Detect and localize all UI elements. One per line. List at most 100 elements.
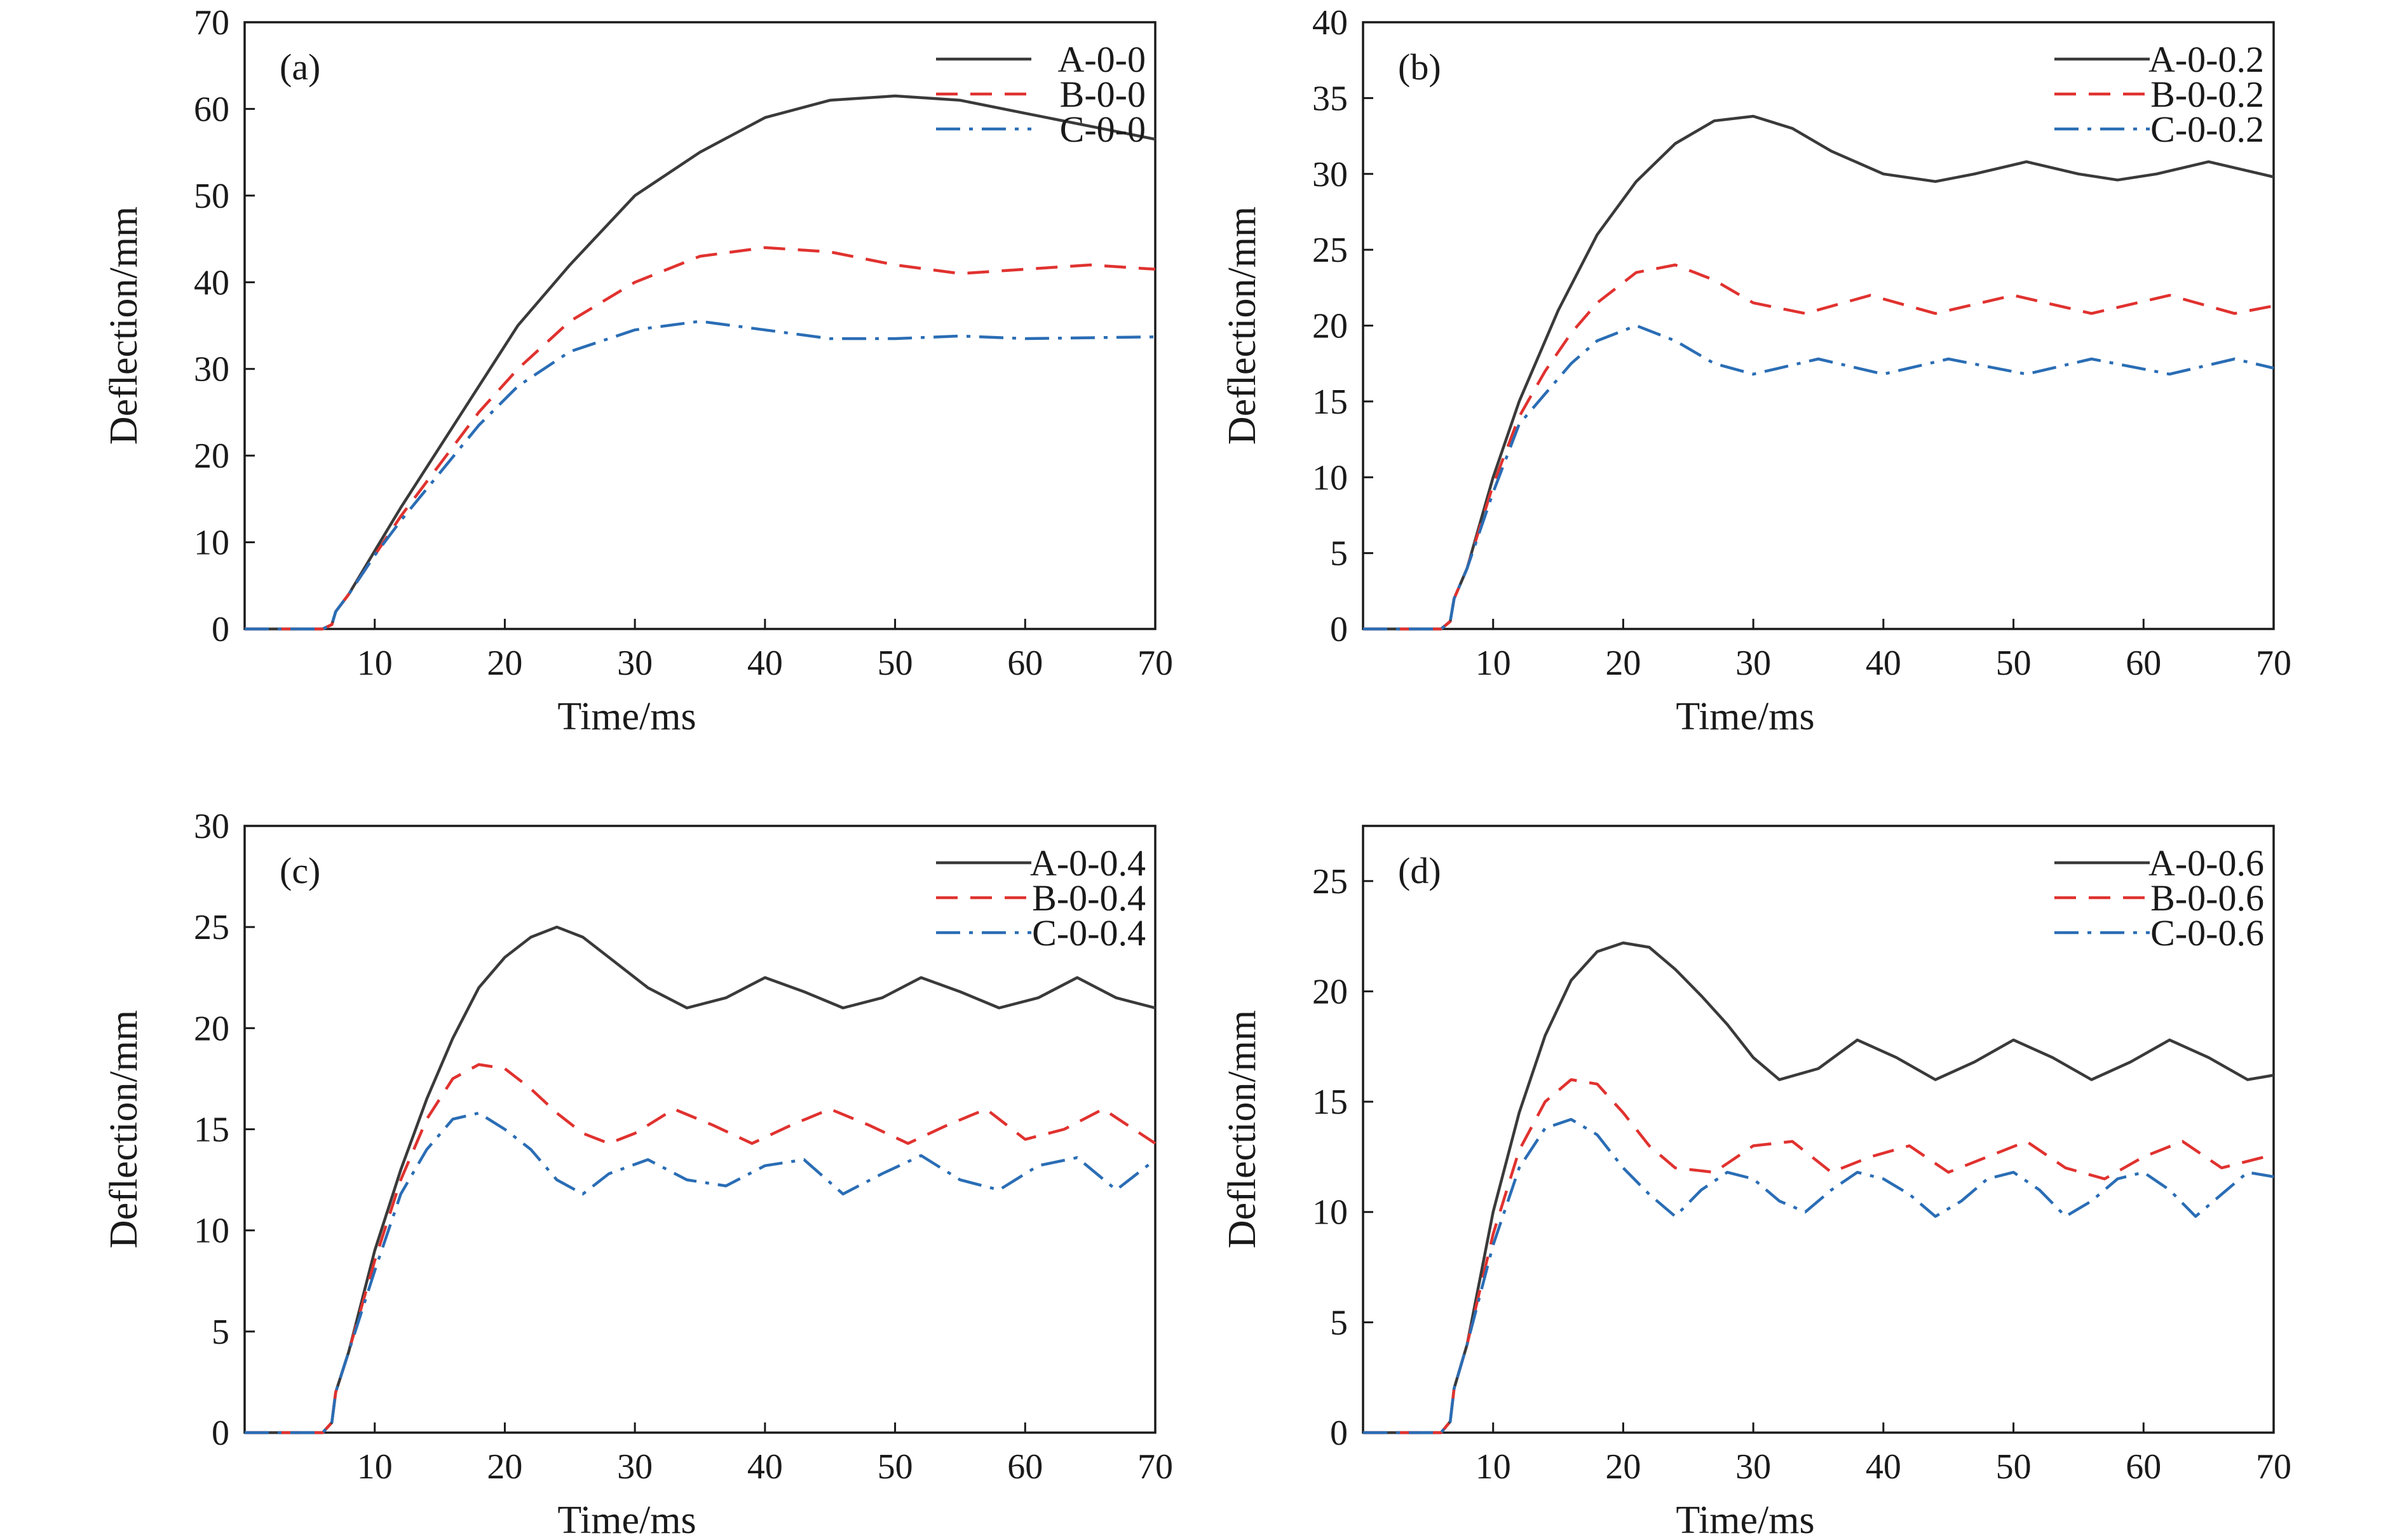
series-line-3 [1363,324,2274,631]
y-tick-label: 0 [212,610,229,649]
chart-panel-4: 10 20 30 40 50 60 70 0 5 10 15 20 25 Time/ms Deflectio… [1221,825,2291,1540]
plot-frame [243,21,1157,630]
legend-label-3: C-0-0.6 [2150,912,2264,954]
x-tick-label: 20 [1605,644,1641,683]
y-tick-label: 20 [1312,307,1348,346]
x-axis-label: Time/ms [1676,1499,1814,1540]
x-axis-label: Time/ms [557,695,696,738]
legend-label-2: B-0-0.2 [2150,74,2264,115]
y-tick-label: 10 [194,1212,229,1251]
y-tick-label: 0 [1330,1414,1348,1453]
x-tick-label: 30 [1735,644,1771,683]
series-line-3 [1363,1118,2274,1435]
x-tick-label: 10 [357,1447,393,1487]
y-tick-label: 40 [1312,3,1348,43]
y-tick-label: 30 [194,350,229,389]
series-line-1 [245,925,1156,1435]
x-tick-label: 60 [1007,644,1043,683]
y-tick-label: 70 [194,3,229,43]
x-tick-label: 20 [1605,1447,1641,1487]
y-tick-label: 50 [194,177,229,216]
x-tick-label: 30 [617,1447,653,1487]
y-tick-label: 20 [194,436,229,476]
legend-label-2: B-0-0.6 [2150,877,2264,919]
y-tick-label: 35 [1312,79,1348,118]
x-tick-label: 10 [1476,644,1511,683]
x-tick-label: 20 [487,1447,522,1487]
panel-label: (b) [1398,46,1441,88]
plot-frame [1362,825,2275,1434]
legend-label-2: B-0-0 [1060,74,1146,115]
x-axis-label: Time/ms [557,1499,696,1540]
x-tick-label: 70 [2256,644,2291,683]
y-axis-label: Deflection/mm [102,1010,146,1248]
y-tick-label: 30 [194,807,229,846]
series-line-2 [245,1063,1157,1435]
legend: A-0-0.4B-0-0.4C-0-0.4 [936,842,1146,954]
y-tick-label: 5 [212,1313,229,1352]
chart-panel-1: 10 20 30 40 50 60 70 0 10 20 30 40 50 60 70 Time/ms Defl… [102,3,1173,738]
y-axis-label: Deflection/mm [102,206,146,445]
chart-panel-2: 10 20 30 40 50 60 70 0 5 10 15 20 25 30 35 40 Time/ms Def… [1221,3,2291,738]
y-tick-label: 25 [1312,231,1348,270]
x-tick-label: 50 [1996,644,2032,683]
panel-label: (c) [280,850,320,891]
y-tick-label: 0 [212,1414,229,1453]
legend-label-2: B-0-0.4 [1032,877,1146,919]
series-line-1 [1363,941,2274,1435]
y-tick-label: 20 [194,1009,229,1048]
panel-label: (d) [1398,850,1441,891]
y-tick-label: 15 [1312,382,1348,422]
y-tick-label: 30 [1312,155,1348,194]
x-tick-label: 70 [1137,644,1173,683]
legend-label-3: C-0-0.2 [2150,109,2264,150]
legend-label-3: C-0-0.4 [1032,912,1146,954]
x-tick-label: 60 [2126,1447,2161,1487]
legend-label-1: A-0-0.6 [2148,842,2264,884]
x-tick-label: 40 [747,1447,783,1487]
x-tick-label: 50 [878,644,913,683]
legend-label-3: C-0-0 [1060,109,1146,150]
y-tick-label: 15 [194,1111,229,1150]
y-axis-label: Deflection/mm [1221,206,1264,445]
legend: A-0-0B-0-0C-0-0 [936,39,1146,150]
x-axis-label: Time/ms [1676,695,1814,738]
x-tick-label: 50 [1996,1447,2032,1487]
y-tick-label: 5 [1330,534,1348,574]
x-tick-label: 30 [617,644,653,683]
x-tick-label: 50 [878,1447,913,1487]
x-tick-label: 70 [2256,1447,2291,1487]
y-tick-label: 5 [1330,1303,1348,1342]
y-tick-label: 0 [1330,610,1348,649]
x-tick-label: 40 [1866,644,1901,683]
legend-label-1: A-0-0.4 [1030,842,1146,884]
y-tick-label: 10 [194,523,229,563]
x-tick-label: 40 [1866,1447,1901,1487]
x-tick-label: 10 [1476,1447,1511,1487]
legend-label-1: A-0-0.2 [2148,39,2264,80]
chart-panel-3: 10 20 30 40 50 60 70 0 5 10 15 20 25 30 Time/ms Deflect… [102,807,1173,1540]
y-tick-label: 10 [1312,1193,1348,1233]
y-tick-label: 25 [194,908,229,947]
series-line-2 [1363,263,2274,631]
x-tick-label: 60 [2126,644,2161,683]
y-tick-label: 60 [194,90,229,129]
y-tick-label: 40 [194,263,229,302]
x-tick-label: 70 [1137,1447,1173,1487]
y-tick-label: 15 [1312,1083,1348,1122]
x-tick-label: 10 [357,644,393,683]
x-tick-label: 30 [1735,1447,1771,1487]
y-tick-label: 10 [1312,458,1348,497]
legend-label-1: A-0-0 [1057,39,1146,80]
panel-label: (a) [280,46,320,88]
legend: A-0-0.6B-0-0.6C-0-0.6 [2054,842,2264,954]
series-line-3 [245,1111,1157,1435]
x-tick-label: 40 [747,644,783,683]
x-tick-label: 60 [1007,1447,1043,1487]
series-line-2 [1363,1078,2274,1435]
y-tick-label: 25 [1312,862,1348,902]
legend: A-0-0.2B-0-0.2C-0-0.2 [2054,39,2264,150]
y-axis-label: Deflection/mm [1221,1010,1264,1248]
